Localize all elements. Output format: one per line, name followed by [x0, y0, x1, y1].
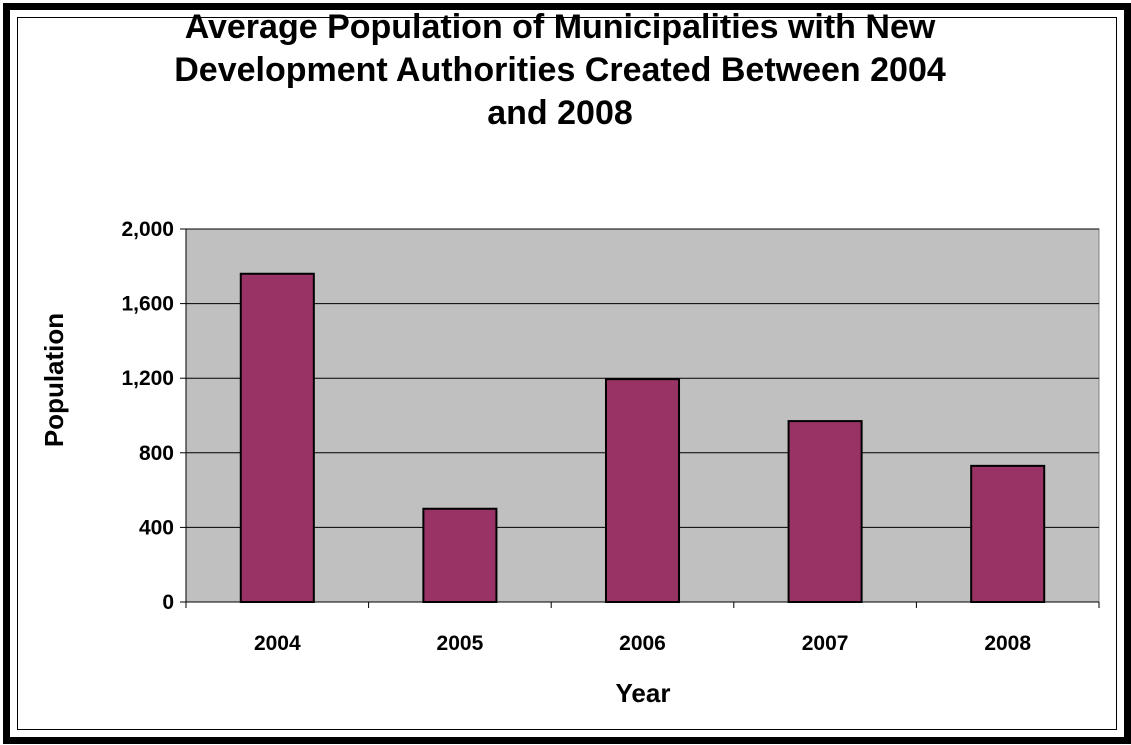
chart-title: Average Population of Municipalities wit…: [10, 6, 1110, 135]
chart-title-line-3: and 2008: [487, 94, 633, 132]
x-tick-label-2006: 2006: [619, 632, 666, 655]
bars: [239, 272, 1046, 604]
chart-title-line-1: Average Population of Municipalities wit…: [184, 8, 936, 46]
bar-2007: [787, 420, 863, 603]
y-tick-label: 0: [162, 591, 174, 614]
x-tick-label-2004: 2004: [254, 632, 301, 655]
y-tick-label: 400: [139, 516, 174, 539]
y-tick-label: 800: [139, 442, 174, 465]
y-axis: 0 400 800 1,200 1,600 2,000: [121, 218, 187, 614]
chart-frame-inner-border: [17, 17, 1117, 730]
x-axis-label: Year: [616, 678, 671, 708]
bar-2004: [239, 272, 315, 603]
x-tick-label-2007: 2007: [802, 632, 849, 655]
x-axis: 2004 2005 2006 2007 2008: [185, 601, 1100, 655]
y-axis-label: Population: [39, 313, 69, 447]
chart-title-line-2: Development Authorities Created Between …: [174, 51, 946, 89]
x-tick-label-2005: 2005: [437, 632, 484, 655]
y-tick-label: 2,000: [121, 218, 174, 241]
y-tick-label: 1,600: [121, 293, 174, 316]
y-tick-label: 1,200: [121, 367, 174, 390]
bar-2006: [604, 378, 681, 603]
bar-2005: [422, 507, 498, 603]
x-tick-label-2008: 2008: [984, 632, 1031, 655]
bar-2008: [970, 464, 1046, 604]
